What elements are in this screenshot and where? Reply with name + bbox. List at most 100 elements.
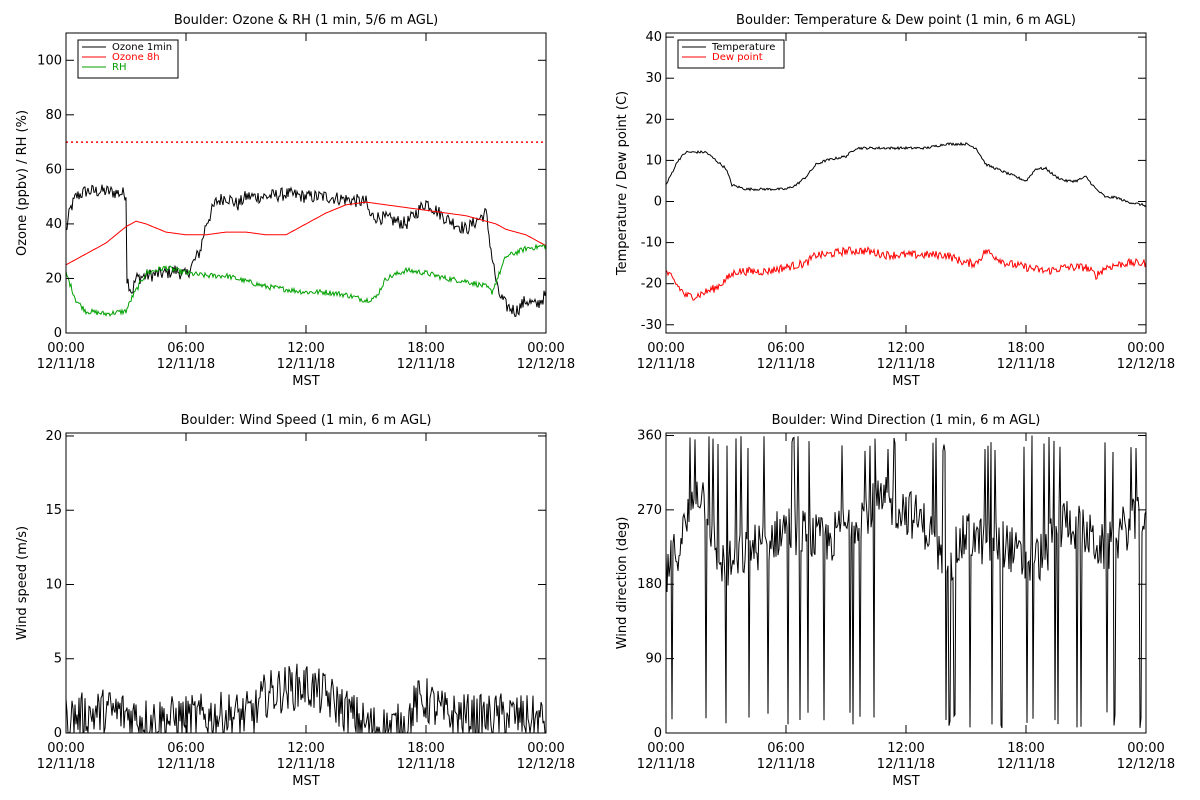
wind_speed-ytick-label-1: 5: [54, 652, 62, 667]
temperature-panel: Boulder: Temperature & Dew point (1 min,…: [615, 13, 1175, 389]
temperature-legend-label-1: Dew point: [712, 52, 763, 63]
temperature-ylabel: Temperature / Dew point (C): [615, 91, 630, 276]
temperature-series-1-line: [666, 246, 1146, 301]
ozone-ytick-label-3: 60: [45, 162, 62, 177]
wind_direction-xtick-time-3: 18:00: [1007, 741, 1044, 756]
temperature-ytick-label-0: -30: [641, 318, 662, 333]
ozone-xtick-date-2: 12/11/18: [277, 357, 335, 372]
wind_speed-xlabel: MST: [292, 774, 319, 789]
wind_speed-xtick-time-1: 06:00: [167, 741, 204, 756]
wind_direction-xtick-date-0: 12/11/18: [637, 757, 695, 772]
temperature-xtick-time-0: 00:00: [647, 341, 684, 356]
ozone-title: Boulder: Ozone & RH (1 min, 5/6 m AGL): [174, 13, 438, 28]
temperature-xlabel: MST: [892, 374, 919, 389]
temperature-legend-box: [677, 39, 785, 69]
wind_speed-ytick-label-3: 15: [45, 503, 62, 518]
wind_speed-series-0-line: [66, 663, 546, 733]
wind_speed-ytick-label-4: 20: [45, 429, 62, 444]
ozone-ytick-label-0: 0: [54, 326, 62, 341]
temperature-plot-area: [666, 141, 1146, 301]
ozone-ylabel: Ozone (ppbv) / RH (%): [15, 110, 30, 256]
wind_speed-xtick-date-3: 12/11/18: [397, 757, 455, 772]
ozone-xtick-time-3: 18:00: [407, 341, 444, 356]
ozone-xtick-date-1: 12/11/18: [157, 357, 215, 372]
ozone-legend-box: [77, 39, 179, 79]
temperature-ytick-label-4: 10: [645, 153, 662, 168]
wind_speed-ytick-label-2: 10: [45, 577, 62, 592]
temperature-series-0-line: [666, 141, 1146, 208]
wind_direction-xtick-date-4: 12/12/18: [1117, 757, 1175, 772]
wind_speed-xtick-date-1: 12/11/18: [157, 757, 215, 772]
ozone-series-1-line: [66, 201, 546, 266]
ozone-plot-area: [66, 141, 546, 318]
ozone-legend-label-2: RH: [112, 62, 126, 73]
ozone-ytick-label-5: 100: [37, 53, 62, 68]
temperature-xtick-time-2: 12:00: [887, 341, 924, 356]
wind_direction-xtick-time-2: 12:00: [887, 741, 924, 756]
wind_direction-xtick-date-2: 12/11/18: [877, 757, 935, 772]
wind_direction-xtick-time-0: 00:00: [647, 741, 684, 756]
temperature-legend-label-0: Temperature: [711, 42, 775, 53]
temperature-ytick-label-5: 20: [645, 112, 662, 127]
temperature-xtick-time-3: 18:00: [1007, 341, 1044, 356]
temperature-ytick-label-2: -10: [641, 236, 662, 251]
temperature-ytick-label-1: -20: [641, 277, 662, 292]
ozone-xtick-time-4: 00:00: [527, 341, 564, 356]
temperature-ytick-label-6: 30: [645, 71, 662, 86]
wind_direction-series-0-line: [666, 435, 1146, 729]
ozone-xtick-date-4: 12/12/18: [517, 357, 575, 372]
wind_speed-xtick-time-4: 00:00: [527, 741, 564, 756]
ozone-xtick-time-1: 06:00: [167, 341, 204, 356]
wind_direction-ytick-label-1: 90: [645, 652, 662, 667]
wind_speed-panel: Boulder: Wind Speed (1 min, 6 m AGL) 0 5 10…: [15, 413, 575, 789]
wind_direction-frame: [665, 432, 1147, 734]
temperature-xtick-time-4: 00:00: [1127, 341, 1164, 356]
wind_direction-plot-area: [666, 435, 1146, 729]
wind_speed-xtick-time-3: 18:00: [407, 741, 444, 756]
wind_speed-xtick-date-0: 12/11/18: [37, 757, 95, 772]
temperature-title: Boulder: Temperature & Dew point (1 min,…: [736, 13, 1076, 28]
wind_direction-ytick-label-4: 360: [637, 428, 662, 443]
wind_direction-xtick-time-1: 06:00: [767, 741, 804, 756]
wind_speed-title: Boulder: Wind Speed (1 min, 6 m AGL): [181, 413, 432, 428]
temperature-xtick-date-4: 12/12/18: [1117, 357, 1175, 372]
temperature-xtick-date-2: 12/11/18: [877, 357, 935, 372]
wind_direction-xlabel: MST: [892, 774, 919, 789]
ozone-xlabel: MST: [292, 374, 319, 389]
ozone-xtick-time-0: 00:00: [47, 341, 84, 356]
ozone-legend-label-1: Ozone 8h: [112, 52, 160, 63]
wind_direction-ytick-label-3: 270: [637, 503, 662, 518]
wind_speed-xtick-time-0: 00:00: [47, 741, 84, 756]
ozone-panel: Boulder: Ozone & RH (1 min, 5/6 m AGL) 0 2…: [15, 13, 575, 389]
temperature-xtick-time-1: 06:00: [767, 341, 804, 356]
wind_speed-plot-area: [66, 663, 546, 733]
wind_speed-ylabel: Wind speed (m/s): [15, 526, 30, 640]
wind_direction-xtick-date-1: 12/11/18: [757, 757, 815, 772]
wind_direction-ytick-label-2: 180: [637, 577, 662, 592]
wind_direction-xtick-date-3: 12/11/18: [997, 757, 1055, 772]
ozone-series-0-line: [66, 184, 546, 318]
wind_direction-xtick-time-4: 00:00: [1127, 741, 1164, 756]
wind_speed-frame: [65, 432, 547, 734]
ozone-xtick-time-2: 12:00: [287, 341, 324, 356]
ozone-xtick-date-3: 12/11/18: [397, 357, 455, 372]
wind_speed-xtick-date-4: 12/12/18: [517, 757, 575, 772]
wind_speed-ytick-label-0: 0: [54, 726, 62, 741]
wind_direction-ytick-label-0: 0: [654, 726, 662, 741]
ozone-xtick-date-0: 12/11/18: [37, 357, 95, 372]
wind_direction-ylabel: Wind direction (deg): [615, 517, 630, 650]
ozone-legend-label-0: Ozone 1min: [112, 42, 172, 53]
ozone-ytick-label-1: 20: [45, 271, 62, 286]
temperature-xtick-date-3: 12/11/18: [997, 357, 1055, 372]
ozone-series-2-line: [66, 244, 546, 318]
temperature-xtick-date-0: 12/11/18: [637, 357, 695, 372]
wind_speed-xtick-date-2: 12/11/18: [277, 757, 335, 772]
temperature-ytick-label-7: 40: [645, 30, 662, 45]
ozone-ytick-label-2: 40: [45, 217, 62, 232]
wind_speed-xtick-time-2: 12:00: [287, 741, 324, 756]
temperature-frame: [665, 32, 1147, 334]
ozone-ytick-label-4: 80: [45, 108, 62, 123]
